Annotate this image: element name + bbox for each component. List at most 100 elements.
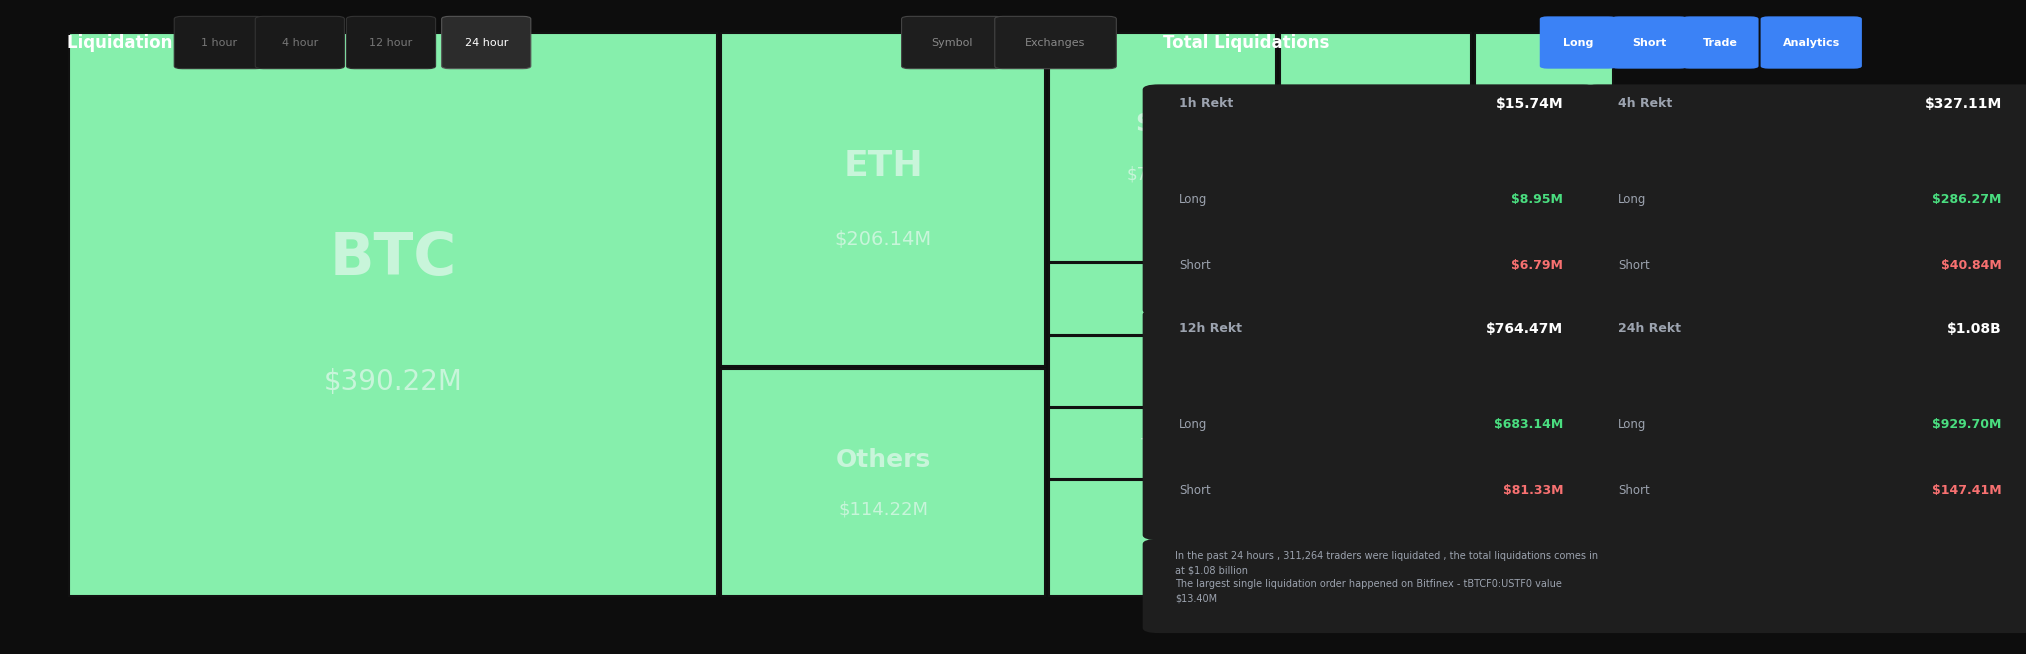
Bar [1596,479,1617,511]
Bar [1280,33,1471,262]
Bar [1398,479,1455,511]
Bar [1544,263,1588,314]
FancyBboxPatch shape [174,16,263,69]
Bar [1280,552,1394,596]
Text: $147.41M: $147.41M [1933,485,2002,498]
Text: ETH: ETH [843,149,924,183]
Bar [1447,315,1491,360]
Bar [1459,513,1515,544]
Text: 1h Rekt: 1h Rekt [1179,97,1234,111]
Text: 12h Rekt: 12h Rekt [1179,322,1242,336]
FancyBboxPatch shape [1143,309,1601,540]
Bar [1398,513,1455,544]
Text: LDO: LDO [1418,492,1434,498]
Text: 1 hour: 1 hour [201,37,237,48]
Text: 1000P: 1000P [1321,294,1353,304]
Bar [1459,479,1515,511]
Text: XRP: XRP [1351,114,1400,134]
FancyBboxPatch shape [346,16,436,69]
Text: $1.08B: $1.08B [1947,322,2002,336]
Bar [1280,402,1394,459]
Text: $206.14M: $206.14M [835,230,932,249]
Text: Others: Others [835,448,932,472]
Text: Short: Short [1633,37,1665,48]
Text: Symbol: Symbol [932,37,972,48]
Bar [1499,545,1536,570]
FancyBboxPatch shape [1682,16,1759,69]
Text: Short: Short [1179,485,1212,498]
Text: $327.11M: $327.11M [1925,97,2002,111]
Text: M: M [1477,377,1485,383]
Text: Analytics: Analytics [1783,37,1840,48]
Text: WLD: WLD [1420,377,1436,383]
Text: PE: PE [1499,284,1511,293]
Bar [1398,545,1455,570]
Bar [1049,33,1276,262]
Text: $70.82M: $70.82M [1126,165,1199,184]
Text: PNUT: PNUT [1323,425,1351,436]
Text: Liquidation Heatmap: Liquidation Heatmap [67,33,263,52]
Text: DOGE: DOGE [1143,292,1183,305]
Text: BCH: BCH [1418,455,1434,462]
Bar [1540,545,1617,570]
Bar [1459,439,1495,477]
Text: BNB: BNB [1325,363,1349,373]
Bar [1280,460,1394,511]
Bar [1398,263,1467,314]
Text: Long: Long [1564,37,1592,48]
Bar [1280,513,1394,551]
FancyBboxPatch shape [902,16,1003,69]
Text: Exchanges: Exchanges [1025,37,1086,48]
Text: AA: AA [1548,334,1560,341]
Text: Long: Long [1179,419,1207,431]
Text: JUP: JUP [1481,492,1493,498]
FancyBboxPatch shape [1540,16,1617,69]
Text: TRUMP: TRUMP [1141,438,1185,449]
Bar [1475,33,1613,262]
Bar [1544,361,1568,399]
Text: WI: WI [1560,285,1572,292]
Text: Total Liquidations: Total Liquidations [1163,33,1329,52]
Text: $43.89M: $43.89M [1511,167,1576,182]
Text: $6.79M: $6.79M [1511,260,1564,273]
Bar [1280,552,1394,596]
Text: $40.84M: $40.84M [1941,260,2002,273]
Text: SUI: SUI [1153,533,1173,543]
Text: 4h Rekt: 4h Rekt [1617,97,1671,111]
Bar [1398,315,1443,360]
Bar [1049,336,1276,407]
Bar [1605,315,1617,360]
Bar [1463,361,1499,399]
Bar [1398,400,1459,438]
Bar [1398,572,1455,596]
FancyBboxPatch shape [995,16,1116,69]
Bar [721,33,1045,366]
Bar [1280,336,1394,400]
FancyBboxPatch shape [255,16,344,69]
Text: ETC: ETC [1329,570,1345,579]
Text: DO: DO [1414,334,1426,341]
Bar [1049,480,1276,596]
FancyBboxPatch shape [1761,16,1862,69]
Text: SOL: SOL [1135,112,1191,136]
Text: BTC: BTC [330,230,456,286]
Text: Short: Short [1617,260,1649,273]
Bar [1560,479,1592,511]
Bar [1520,479,1556,511]
Text: 24 hour: 24 hour [464,37,509,48]
Bar [1562,439,1617,477]
Bar [1471,263,1540,314]
Text: Trade: Trade [1702,37,1738,48]
Text: ADA: ADA [1522,115,1566,133]
Text: FI: FI [1509,334,1517,341]
Text: ALCH: ALCH [1418,416,1438,422]
FancyBboxPatch shape [1580,309,2026,540]
Text: ON: ON [1426,284,1438,293]
Bar [1534,439,1558,477]
Bar [1601,361,1617,399]
Text: ORD: ORD [1418,525,1434,532]
Bar [1280,263,1394,335]
Text: In the past 24 hours , 311,264 traders were liquidated , the total liquidations : In the past 24 hours , 311,264 traders w… [1175,551,1599,604]
Text: Long: Long [1617,194,1647,206]
Bar [1495,315,1532,360]
